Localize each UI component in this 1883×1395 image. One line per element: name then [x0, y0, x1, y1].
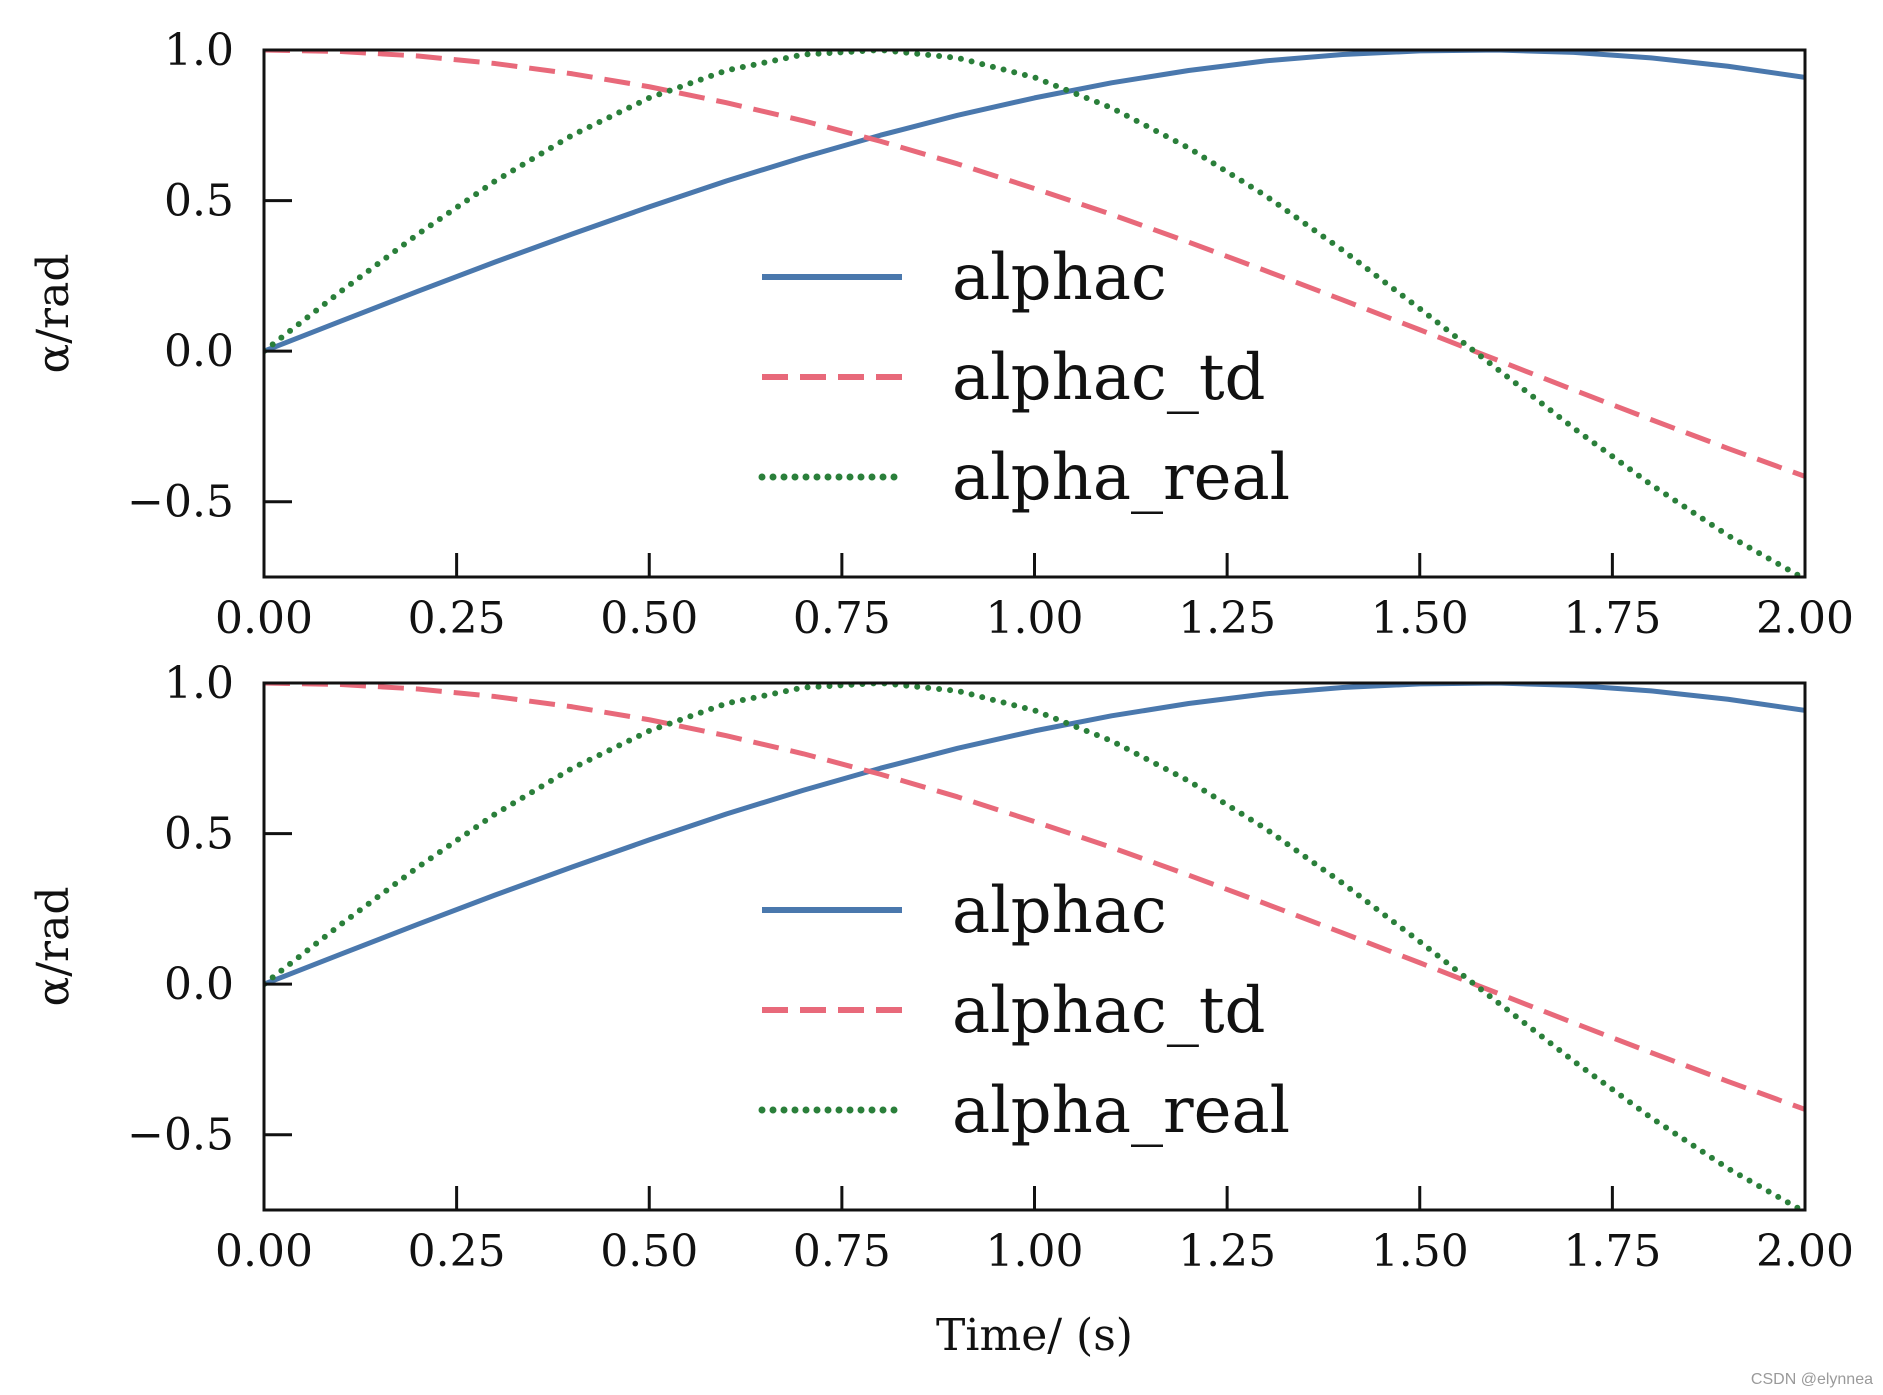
series-line-alphac-td	[264, 683, 1805, 1112]
legend: alphac alphac_td alpha_real	[758, 874, 1290, 1148]
x-tick-label: 0.25	[408, 1226, 506, 1277]
x-tick-label: 0.00	[215, 1226, 313, 1277]
x-tick-label: 0.50	[600, 1226, 698, 1277]
y-tick-label: 0.0	[164, 326, 234, 377]
x-tick-label: 1.75	[1563, 593, 1661, 644]
legend-label: alphac_td	[952, 341, 1266, 415]
x-axis-label: Time/ (s)	[936, 1310, 1133, 1361]
x-tick-label: 1.00	[986, 593, 1084, 644]
legend-label: alpha_real	[952, 1074, 1290, 1148]
series-line-alphac-td	[264, 50, 1805, 479]
y-tick-label: 1.0	[164, 658, 234, 709]
x-tick-label: 0.50	[600, 593, 698, 644]
x-tick-label: 1.00	[986, 1226, 1084, 1277]
panel-2: 0.00 0.25 0.50 0.75 1.00 1.25 1.50 1.75 2.00 −0.5…	[28, 658, 1854, 1361]
series-line-alphac	[264, 50, 1805, 354]
y-tick-label: 1.0	[164, 25, 234, 76]
x-tick-label: 0.25	[408, 593, 506, 644]
x-tick-label: 1.75	[1563, 1226, 1661, 1277]
x-tick-label: 0.00	[215, 593, 313, 644]
x-tick-label: 1.50	[1371, 593, 1469, 644]
x-tick-label: 0.75	[793, 593, 891, 644]
legend-label: alphac	[952, 874, 1167, 948]
plot-area	[264, 50, 1805, 577]
y-tick-label: 0.5	[164, 809, 234, 860]
legend-label: alphac_td	[952, 974, 1266, 1048]
y-tick-label: 0.0	[164, 959, 234, 1010]
series-line-alphac	[264, 683, 1805, 987]
legend-label: alpha_real	[952, 441, 1290, 515]
y-axis-label: α/rad	[28, 887, 79, 1007]
legend: alphac alphac_td alpha_real	[758, 241, 1290, 515]
x-tick-label: 0.75	[793, 1226, 891, 1277]
watermark: CSDN @elynnea	[1750, 1371, 1873, 1388]
x-tick-label: 1.25	[1178, 1226, 1276, 1277]
y-tick-label: −0.5	[127, 1110, 234, 1161]
x-tick-label: 1.50	[1371, 1226, 1469, 1277]
x-tick-label: 1.25	[1178, 593, 1276, 644]
plot-area	[264, 683, 1805, 1210]
legend-label: alphac	[952, 241, 1167, 315]
x-tick-label: 2.00	[1756, 1226, 1854, 1277]
y-tick-label: −0.5	[127, 477, 234, 528]
series-line-alpha-real	[264, 50, 1805, 577]
x-tick-label: 2.00	[1756, 593, 1854, 644]
panel-1: 0.00 0.25 0.50 0.75 1.00 1.25 1.50 1.75 2.00 −0.5…	[28, 25, 1854, 644]
series-line-alpha-real	[264, 683, 1805, 1210]
y-tick-label: 0.5	[164, 176, 234, 227]
y-axis-label: α/rad	[28, 254, 79, 374]
